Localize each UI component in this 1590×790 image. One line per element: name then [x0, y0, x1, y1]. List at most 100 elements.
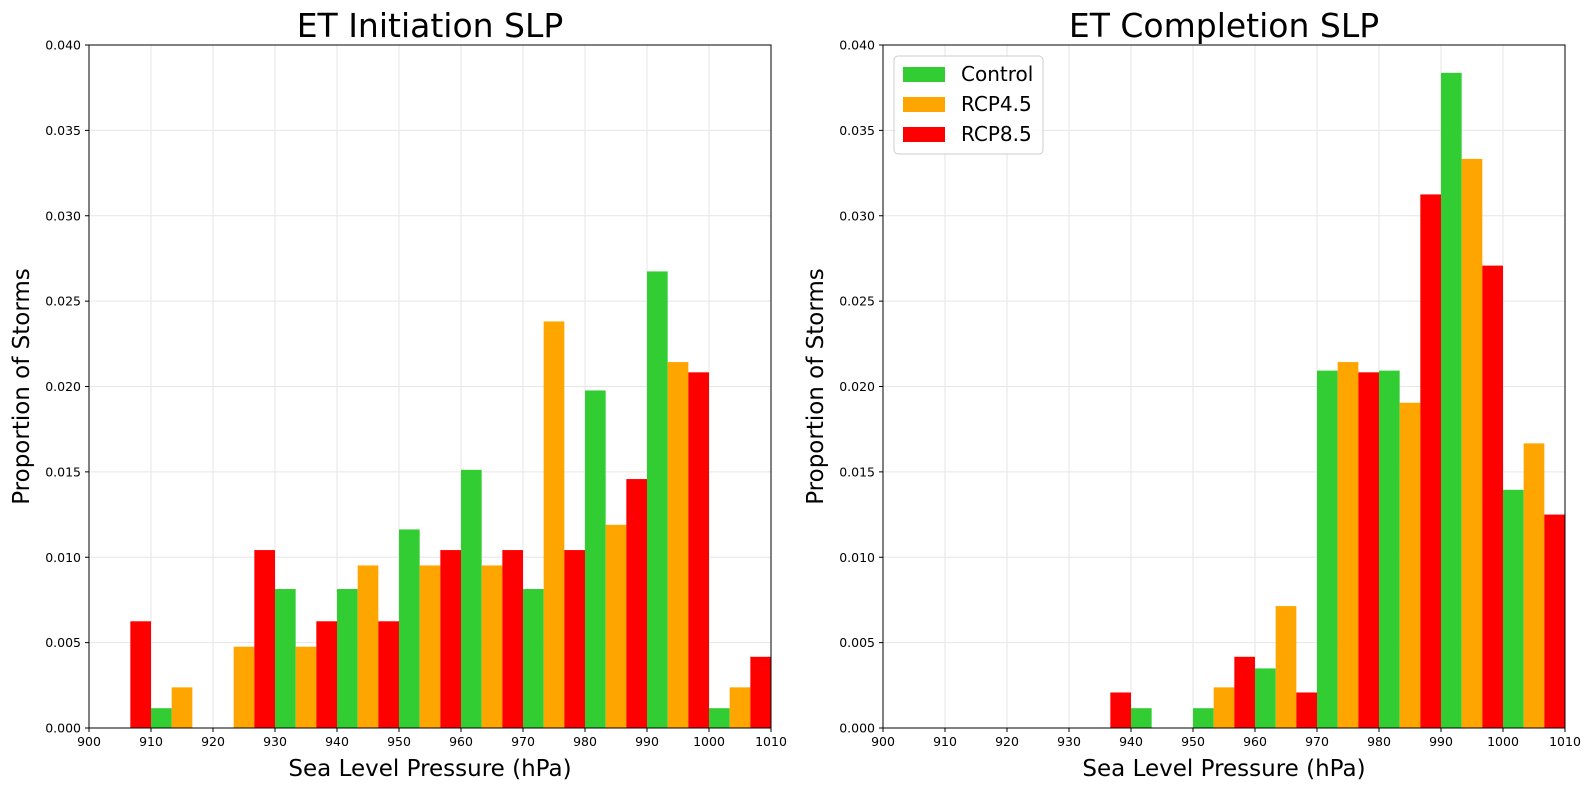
- y-axis-label: Proportion of Storms: [9, 268, 35, 505]
- x-tick-label: 900: [871, 734, 895, 749]
- x-tick-label: 920: [201, 734, 225, 749]
- bar-rcp8-5-930: [1110, 692, 1131, 728]
- y-tick-label: 0.015: [45, 464, 81, 479]
- y-tick-label: 0.025: [45, 294, 81, 309]
- bar-rcp8-5-990: [1482, 265, 1503, 728]
- chart-title: ET Initiation SLP: [297, 6, 564, 45]
- bar-rcp8-5-900: [130, 621, 151, 728]
- bar-rcp4-5-980: [605, 524, 627, 728]
- bar-control-950: [1193, 708, 1214, 728]
- y-tick-label: 0.020: [839, 379, 875, 394]
- bar-rcp4-5-1000: [729, 687, 751, 728]
- legend-label-rcp8-5: RCP8.5: [961, 122, 1032, 146]
- bar-rcp8-5-950: [1234, 656, 1255, 728]
- x-tick-label: 950: [387, 734, 411, 749]
- bar-rcp4-5-920: [233, 646, 255, 728]
- bar-control-980: [585, 390, 606, 728]
- legend-swatch-control: [903, 67, 945, 82]
- x-tick-label: 1010: [1549, 734, 1581, 749]
- y-tick-label: 0.030: [839, 208, 875, 223]
- bar-control-950: [399, 529, 420, 728]
- bar-rcp4-5-1000: [1523, 443, 1545, 728]
- bar-rcp8-5-940: [378, 621, 399, 728]
- bar-rcp8-5-950: [440, 550, 461, 728]
- bar-rcp8-5-970: [564, 550, 585, 728]
- x-tick-label: 900: [77, 734, 101, 749]
- bar-rcp4-5-990: [667, 362, 689, 728]
- x-tick-label: 950: [1181, 734, 1205, 749]
- y-tick-label: 0.030: [45, 208, 81, 223]
- y-tick-label: 0.005: [45, 635, 81, 650]
- bar-rcp8-5-980: [626, 479, 647, 728]
- bar-control-980: [1379, 370, 1400, 728]
- y-tick-label: 0.035: [45, 123, 81, 138]
- y-tick-label: 0.040: [45, 38, 81, 53]
- x-tick-label: 990: [1429, 734, 1453, 749]
- bar-rcp4-5-940: [357, 565, 379, 728]
- x-tick-label: 940: [325, 734, 349, 749]
- x-tick-label: 970: [511, 734, 535, 749]
- y-tick-label: 0.005: [839, 635, 875, 650]
- y-tick-label: 0.000: [839, 721, 875, 736]
- bar-control-940: [337, 589, 358, 728]
- x-tick-label: 980: [573, 734, 597, 749]
- x-tick-label: 930: [263, 734, 287, 749]
- y-tick-label: 0.010: [839, 550, 875, 565]
- x-tick-label: 1010: [755, 734, 787, 749]
- legend-label-control: Control: [961, 62, 1033, 86]
- x-tick-label: 910: [139, 734, 163, 749]
- bar-control-910: [151, 708, 172, 728]
- x-tick-label: 990: [635, 734, 659, 749]
- bar-control-970: [523, 589, 544, 728]
- legend-label-rcp4-5: RCP4.5: [961, 92, 1032, 116]
- bar-rcp4-5-950: [419, 565, 441, 728]
- bar-control-990: [1441, 72, 1462, 728]
- chart-panel-2: 900 910 920 930 940 950 960 970 980 990 1000 1010 0.…: [803, 6, 1581, 782]
- x-tick-label: 920: [995, 734, 1019, 749]
- bar-rcp4-5-960: [481, 565, 503, 728]
- y-tick-label: 0.035: [839, 123, 875, 138]
- bar-rcp8-5-1000: [750, 656, 771, 728]
- chart-title: ET Completion SLP: [1069, 6, 1379, 45]
- legend-swatch-rcp4-5: [903, 97, 945, 112]
- bar-rcp8-5-960: [1296, 692, 1317, 728]
- bar-control-990: [647, 271, 668, 728]
- y-tick-label: 0.015: [839, 464, 875, 479]
- bar-rcp4-5-960: [1275, 606, 1297, 728]
- legend: Control RCP4.5 RCP8.5: [893, 55, 1044, 155]
- y-axis-label: Proportion of Storms: [803, 268, 829, 505]
- bar-rcp8-5-1000: [1544, 514, 1565, 728]
- bar-control-960: [1255, 668, 1276, 728]
- bar-rcp8-5-920: [254, 550, 275, 728]
- bar-rcp4-5-970: [543, 321, 565, 728]
- bar-control-940: [1131, 708, 1152, 728]
- bar-control-1000: [709, 708, 730, 728]
- x-tick-label: 970: [1305, 734, 1329, 749]
- bar-rcp4-5-910: [171, 687, 193, 728]
- x-tick-label: 1000: [693, 734, 725, 749]
- bar-control-960: [461, 469, 482, 728]
- y-tick-label: 0.020: [45, 379, 81, 394]
- bar-rcp4-5-930: [295, 646, 317, 728]
- bar-rcp8-5-970: [1358, 372, 1379, 728]
- x-tick-label: 980: [1367, 734, 1391, 749]
- bar-rcp8-5-990: [688, 372, 709, 728]
- bar-rcp8-5-980: [1420, 194, 1441, 728]
- x-tick-label: 930: [1057, 734, 1081, 749]
- bar-rcp8-5-930: [316, 621, 337, 728]
- x-tick-label: 1000: [1487, 734, 1519, 749]
- bar-rcp8-5-960: [502, 550, 523, 728]
- x-tick-label: 940: [1119, 734, 1143, 749]
- bar-control-1000: [1503, 489, 1524, 728]
- y-tick-label: 0.025: [839, 294, 875, 309]
- x-tick-label: 910: [933, 734, 957, 749]
- y-tick-label: 0.010: [45, 550, 81, 565]
- bar-control-930: [275, 589, 296, 728]
- x-tick-label: 960: [449, 734, 473, 749]
- bar-rcp4-5-950: [1213, 687, 1235, 728]
- x-axis-label: Sea Level Pressure (hPa): [1082, 756, 1365, 782]
- x-tick-label: 960: [1243, 734, 1267, 749]
- y-tick-label: 0.000: [45, 721, 81, 736]
- bar-rcp4-5-970: [1337, 362, 1359, 728]
